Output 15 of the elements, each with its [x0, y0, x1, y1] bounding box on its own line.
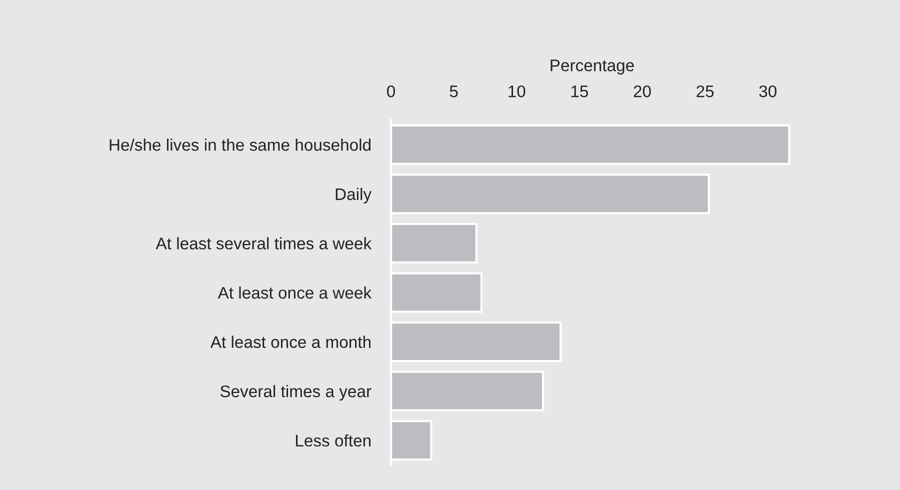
y-tick-label: At least once a week [218, 286, 372, 299]
x-tick-label: 10 [508, 85, 526, 98]
y-tick-label: At least several times a week [156, 237, 372, 250]
x-tick-label: 0 [387, 85, 395, 98]
x-tick-label: 30 [759, 85, 776, 98]
x-axis-title: Percentage [550, 60, 634, 75]
y-tick-label: Daily [336, 188, 372, 204]
x-tick-label: 25 [696, 85, 714, 98]
y-tick-label: Several times a year [220, 385, 372, 401]
x-tick-label: 5 [450, 86, 458, 98]
x-tick-label: 15 [571, 86, 588, 98]
y-tick-label: Less often [296, 434, 370, 447]
y-tick-label: He/she lives in the same household [110, 138, 370, 151]
y-tick-label: At least once a month [210, 336, 370, 348]
x-tick-label: 20 [634, 85, 651, 98]
